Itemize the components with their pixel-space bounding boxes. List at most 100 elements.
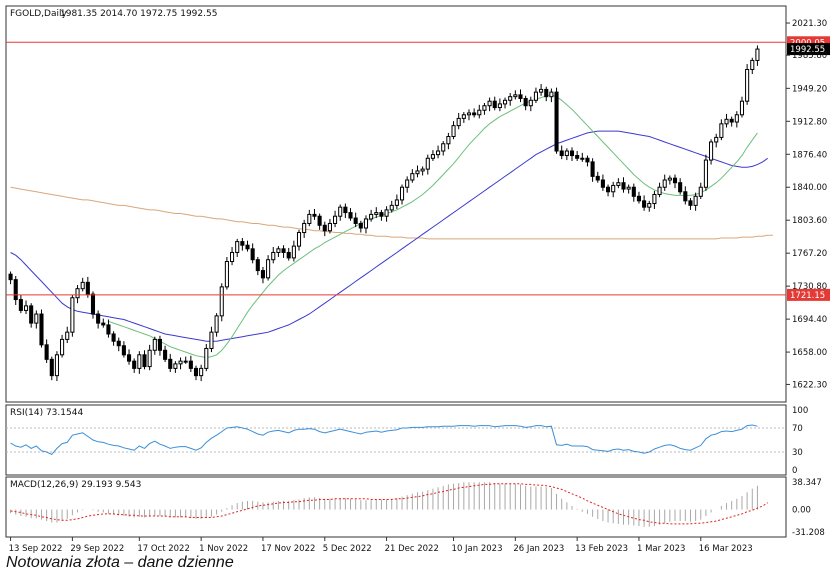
candle [513, 90, 518, 100]
candle-body-up [199, 367, 204, 377]
candle [85, 276, 90, 298]
candle [126, 349, 132, 365]
candle-body-up [456, 117, 461, 127]
candle [590, 158, 595, 182]
candle [518, 89, 523, 103]
candle [569, 147, 575, 161]
candle [75, 285, 80, 304]
candle-body-up [698, 186, 703, 197]
candle-body-down [575, 155, 580, 159]
candle [296, 229, 302, 251]
candle-body-up [65, 331, 70, 340]
price-ohlc-readout: 1981.35 2014.70 1972.75 1992.55 [60, 9, 217, 19]
candle-body-down [121, 345, 126, 356]
candle [307, 209, 312, 227]
candle [430, 150, 435, 161]
candle [369, 209, 374, 222]
candle [281, 245, 286, 258]
candle [44, 339, 49, 363]
candle-body-down [606, 186, 611, 193]
candle-body-down [255, 259, 260, 272]
candle-body-down [683, 191, 688, 202]
price-y-tick-label: 1912.80 [792, 117, 827, 127]
candle [734, 111, 739, 128]
candle [533, 87, 538, 104]
candle [384, 206, 389, 222]
x-tick-label: 13 Sep 2022 [9, 544, 63, 554]
candle-body-down [672, 177, 678, 184]
candle [8, 271, 13, 285]
candle-body-up [564, 150, 569, 157]
candle-body-down [44, 344, 49, 360]
candle [312, 208, 317, 220]
candle [116, 337, 121, 352]
candle [322, 221, 327, 237]
current-price-label: 1992.55 [790, 45, 825, 55]
price-y-tick-label: 1985.80 [792, 51, 827, 61]
candle-body-up [415, 170, 420, 175]
candle-body-up [75, 288, 80, 299]
candle-body-down [518, 94, 523, 99]
candle [245, 240, 250, 252]
candle [714, 133, 719, 148]
candle [302, 219, 307, 238]
candle [121, 341, 126, 358]
candle [374, 207, 379, 219]
candle [461, 112, 466, 123]
candle [554, 87, 559, 154]
candle-body-up [230, 251, 235, 263]
candle [750, 57, 755, 75]
candle [399, 184, 405, 205]
candle [286, 247, 291, 261]
price-y-tick-label: 2021.30 [792, 19, 827, 29]
candle-body-up [580, 157, 585, 160]
candle-body-up [291, 245, 296, 259]
candle [420, 166, 425, 176]
candle [193, 365, 199, 381]
candle-body-down [111, 333, 116, 342]
candle-body-up [173, 363, 178, 369]
candle-body-up [528, 99, 533, 107]
candle-body-up [657, 186, 662, 195]
candle-body-down [85, 281, 90, 295]
candle-body-down [240, 241, 245, 246]
candle [672, 174, 678, 189]
candle-body-up [750, 59, 755, 70]
price-candles [8, 45, 760, 382]
candle-body-down [595, 175, 600, 181]
candle-body-down [379, 212, 384, 217]
candle-body-up [60, 338, 65, 356]
candle [436, 145, 441, 159]
candle [80, 277, 85, 292]
candle [49, 356, 54, 381]
candle-body-up [224, 261, 229, 288]
candle-body-up [451, 125, 456, 138]
candle [611, 181, 616, 198]
candle-body-up [533, 91, 538, 101]
price-y-ticks: 2021.30 1985.80 1949.20 1912.80 1876.40 1840.… [786, 19, 827, 390]
candle [647, 200, 652, 212]
candle-body-up [183, 360, 188, 363]
candle [219, 283, 224, 322]
candle-body-down [281, 248, 286, 253]
candle [291, 240, 296, 262]
candle [23, 300, 29, 315]
candle [410, 169, 415, 183]
candle [482, 103, 487, 115]
current-price-tag [787, 43, 830, 56]
candle-body-up [436, 150, 441, 156]
price-y-tick-label: 1876.40 [792, 150, 827, 160]
candle [575, 151, 580, 161]
candle [34, 310, 39, 329]
candle [65, 326, 70, 344]
candle [559, 145, 564, 160]
candle [466, 109, 472, 121]
candle-body-up [497, 103, 502, 109]
rsi-pane-frame [5, 404, 787, 476]
candle-body-down [193, 367, 199, 377]
candle-body-up [430, 154, 435, 159]
candle-body-down [590, 161, 595, 177]
candle [595, 171, 600, 183]
candle [745, 64, 750, 105]
